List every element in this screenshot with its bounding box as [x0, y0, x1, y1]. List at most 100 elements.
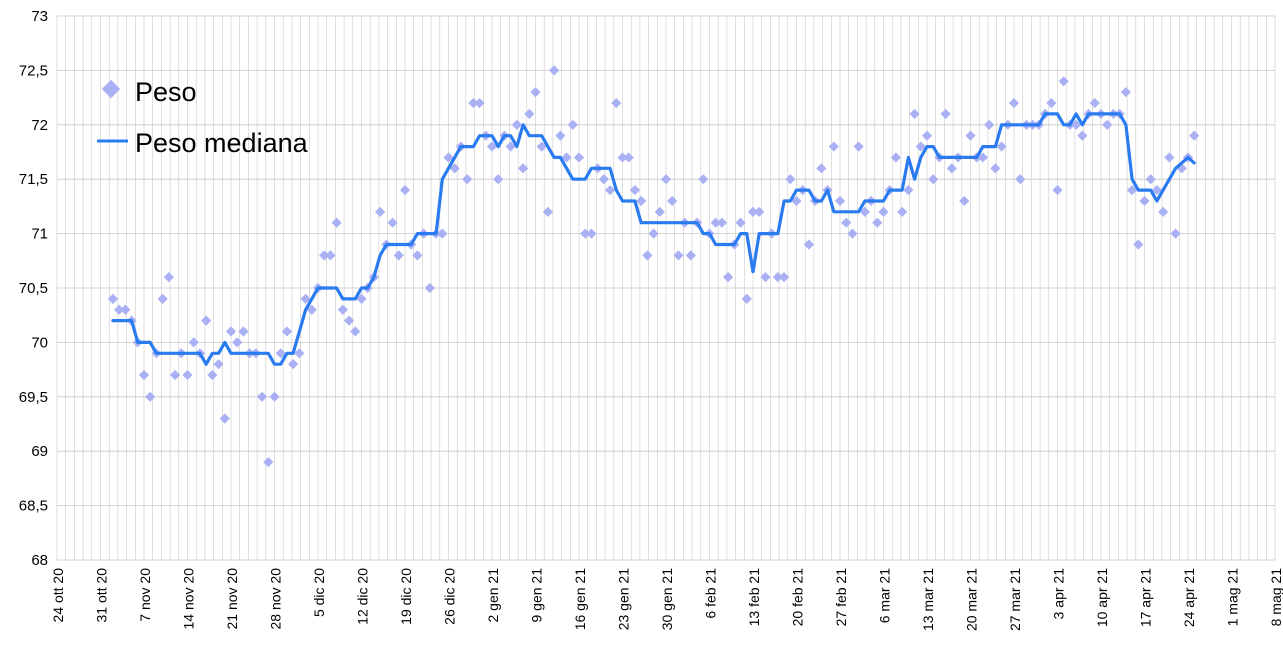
- peso-point: [778, 272, 790, 283]
- peso-point: [393, 250, 404, 261]
- peso-mediana-line: [111, 112, 1196, 366]
- peso-point: [493, 174, 504, 185]
- peso-point: [275, 348, 286, 359]
- peso-point: [145, 391, 156, 402]
- peso-point: [1077, 130, 1088, 141]
- peso-point: [785, 174, 796, 185]
- x-tick-label: 16 gen 21: [572, 568, 588, 630]
- x-tick-label: 30 gen 21: [659, 568, 675, 630]
- peso-point: [754, 206, 765, 217]
- peso-point: [157, 293, 168, 304]
- x-tick-label: 13 mar 21: [920, 568, 936, 631]
- x-tick-label: 17 apr 21: [1138, 568, 1154, 627]
- x-tick-label: 10 apr 21: [1094, 568, 1110, 627]
- peso-point: [946, 163, 957, 174]
- legend-scatter-marker: [101, 79, 121, 99]
- peso-point: [1052, 184, 1063, 196]
- peso-point: [207, 369, 218, 381]
- peso-point: [331, 217, 342, 228]
- peso-point: [878, 206, 889, 217]
- peso-point: [182, 369, 193, 381]
- peso-point: [1145, 174, 1156, 185]
- peso-point: [940, 108, 951, 120]
- peso-point: [816, 163, 827, 174]
- peso-point: [542, 206, 554, 217]
- peso-point: [611, 97, 622, 109]
- y-tick-label: 72: [31, 117, 48, 134]
- peso-point: [325, 250, 336, 261]
- y-axis-ticks: 68 68,5 69 69,5 70 70,5 71 71,5 72 72,5 73: [19, 8, 48, 569]
- peso-point: [642, 250, 653, 261]
- y-tick-label: 71: [31, 226, 48, 243]
- x-tick-label: 20 mar 21: [964, 568, 980, 631]
- y-tick-label: 70: [31, 334, 48, 351]
- y-tick-label: 71,5: [19, 171, 48, 188]
- peso-point: [828, 141, 839, 152]
- peso-point: [1046, 97, 1057, 109]
- peso-point: [921, 130, 933, 141]
- peso-point: [505, 141, 516, 152]
- legend-label-peso: Peso: [135, 77, 197, 107]
- x-tick-label: 9 gen 21: [529, 568, 545, 623]
- y-tick-label: 70,5: [19, 280, 48, 297]
- peso-point: [120, 304, 131, 315]
- x-tick-label: 1 mag 21: [1225, 568, 1241, 627]
- peso-point: [138, 369, 150, 381]
- y-tick-label: 69,5: [19, 389, 48, 406]
- peso-point: [536, 141, 547, 152]
- peso-point: [201, 315, 212, 326]
- x-tick-label: 21 nov 20: [224, 568, 240, 630]
- peso-point: [238, 326, 249, 337]
- peso-point: [841, 217, 852, 228]
- peso-point: [555, 130, 566, 141]
- x-tick-label: 31 ott 20: [94, 568, 110, 623]
- peso-point: [623, 152, 634, 163]
- y-tick-label: 69: [31, 443, 48, 460]
- peso-point: [269, 391, 280, 402]
- peso-point: [549, 65, 560, 76]
- peso-point: [263, 456, 274, 468]
- x-tick-label: 14 nov 20: [181, 568, 197, 630]
- x-tick-label: 5 dic 20: [311, 568, 327, 617]
- peso-point: [343, 315, 355, 326]
- x-tick-label: 24 ott 20: [50, 568, 66, 623]
- peso-point: [654, 206, 665, 217]
- peso-point: [319, 250, 330, 261]
- x-tick-label: 27 feb 21: [833, 568, 849, 627]
- y-tick-label: 68,5: [19, 498, 48, 515]
- peso-point: [163, 272, 174, 283]
- x-tick-label: 12 dic 20: [355, 568, 371, 625]
- peso-point: [188, 337, 199, 348]
- x-tick-label: 8 mag 21: [1268, 568, 1283, 627]
- peso-point: [462, 174, 473, 185]
- peso-point: [486, 141, 498, 152]
- peso-point: [990, 163, 1001, 174]
- peso-point: [741, 293, 752, 304]
- x-tick-label: 6 mar 21: [877, 568, 893, 623]
- peso-point: [723, 272, 734, 283]
- peso-point: [300, 293, 311, 304]
- x-tick-label: 24 apr 21: [1181, 568, 1197, 627]
- peso-point: [524, 108, 535, 120]
- peso-point: [375, 206, 386, 217]
- peso-point: [928, 174, 939, 185]
- peso-point: [114, 304, 125, 315]
- peso-point: [399, 184, 411, 196]
- peso-point: [903, 184, 914, 196]
- chart-legend: Peso Peso mediana: [97, 77, 309, 158]
- x-tick-label: 27 mar 21: [1007, 568, 1023, 631]
- peso-point: [660, 174, 672, 185]
- peso-point: [636, 195, 647, 207]
- peso-point: [872, 217, 883, 228]
- peso-point: [772, 272, 783, 283]
- peso-point: [959, 195, 970, 207]
- peso-point: [530, 87, 541, 98]
- x-tick-label: 23 gen 21: [616, 568, 632, 630]
- peso-point: [1089, 97, 1100, 109]
- peso-point: [356, 293, 367, 304]
- x-tick-label: 26 dic 20: [442, 568, 458, 625]
- peso-point: [306, 304, 317, 315]
- peso-point: [803, 239, 815, 250]
- x-axis-ticks: 24 ott 20 31 ott 20 7 nov 20 14 nov 20 21 no…: [50, 568, 1283, 631]
